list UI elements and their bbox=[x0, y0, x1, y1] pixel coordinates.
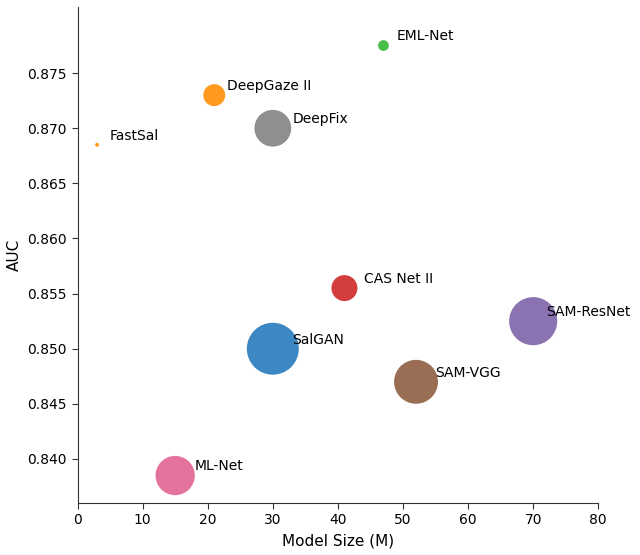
Point bbox=[528, 317, 538, 326]
Y-axis label: AUC: AUC bbox=[7, 239, 22, 271]
Text: SAM-ResNet: SAM-ResNet bbox=[546, 305, 630, 319]
Text: FastSal: FastSal bbox=[110, 129, 159, 143]
Point bbox=[268, 344, 278, 353]
Text: SAM-VGG: SAM-VGG bbox=[436, 366, 501, 380]
Point bbox=[209, 90, 220, 99]
Text: DeepFix: DeepFix bbox=[292, 112, 348, 126]
Point bbox=[411, 377, 421, 386]
Point bbox=[268, 124, 278, 133]
X-axis label: Model Size (M): Model Size (M) bbox=[282, 533, 394, 548]
Point bbox=[339, 284, 349, 292]
Point bbox=[170, 471, 180, 480]
Point bbox=[92, 140, 102, 149]
Text: SalGAN: SalGAN bbox=[292, 332, 344, 346]
Point bbox=[378, 41, 388, 50]
Text: ML-Net: ML-Net bbox=[195, 460, 243, 473]
Text: CAS Net II: CAS Net II bbox=[364, 272, 433, 286]
Text: EML-Net: EML-Net bbox=[397, 29, 454, 43]
Text: DeepGaze II: DeepGaze II bbox=[227, 79, 312, 93]
